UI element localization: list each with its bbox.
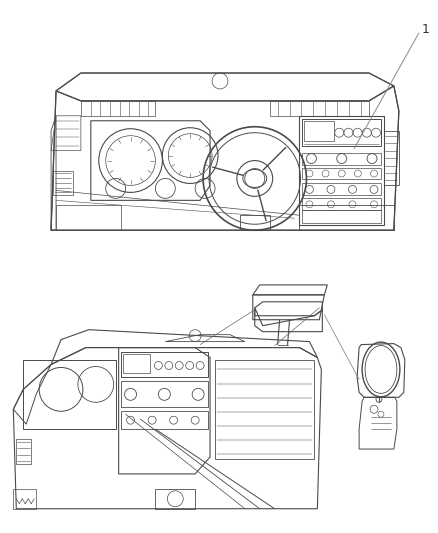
Text: 1: 1 xyxy=(422,23,430,36)
